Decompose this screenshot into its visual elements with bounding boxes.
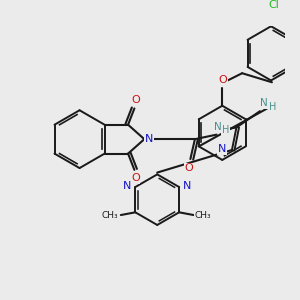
Text: CH₃: CH₃ xyxy=(194,211,211,220)
Text: CH₃: CH₃ xyxy=(102,211,118,220)
Text: Cl: Cl xyxy=(268,0,279,10)
Text: O: O xyxy=(184,163,193,173)
Text: N: N xyxy=(260,98,267,108)
Text: N: N xyxy=(214,122,221,131)
Text: O: O xyxy=(131,95,140,105)
Text: O: O xyxy=(219,74,227,85)
Text: N: N xyxy=(183,181,191,191)
Text: O: O xyxy=(131,173,140,183)
Text: H: H xyxy=(269,102,276,112)
Text: H: H xyxy=(222,125,229,135)
Text: N: N xyxy=(123,181,131,191)
Text: N: N xyxy=(218,144,226,154)
Text: N: N xyxy=(145,134,153,144)
